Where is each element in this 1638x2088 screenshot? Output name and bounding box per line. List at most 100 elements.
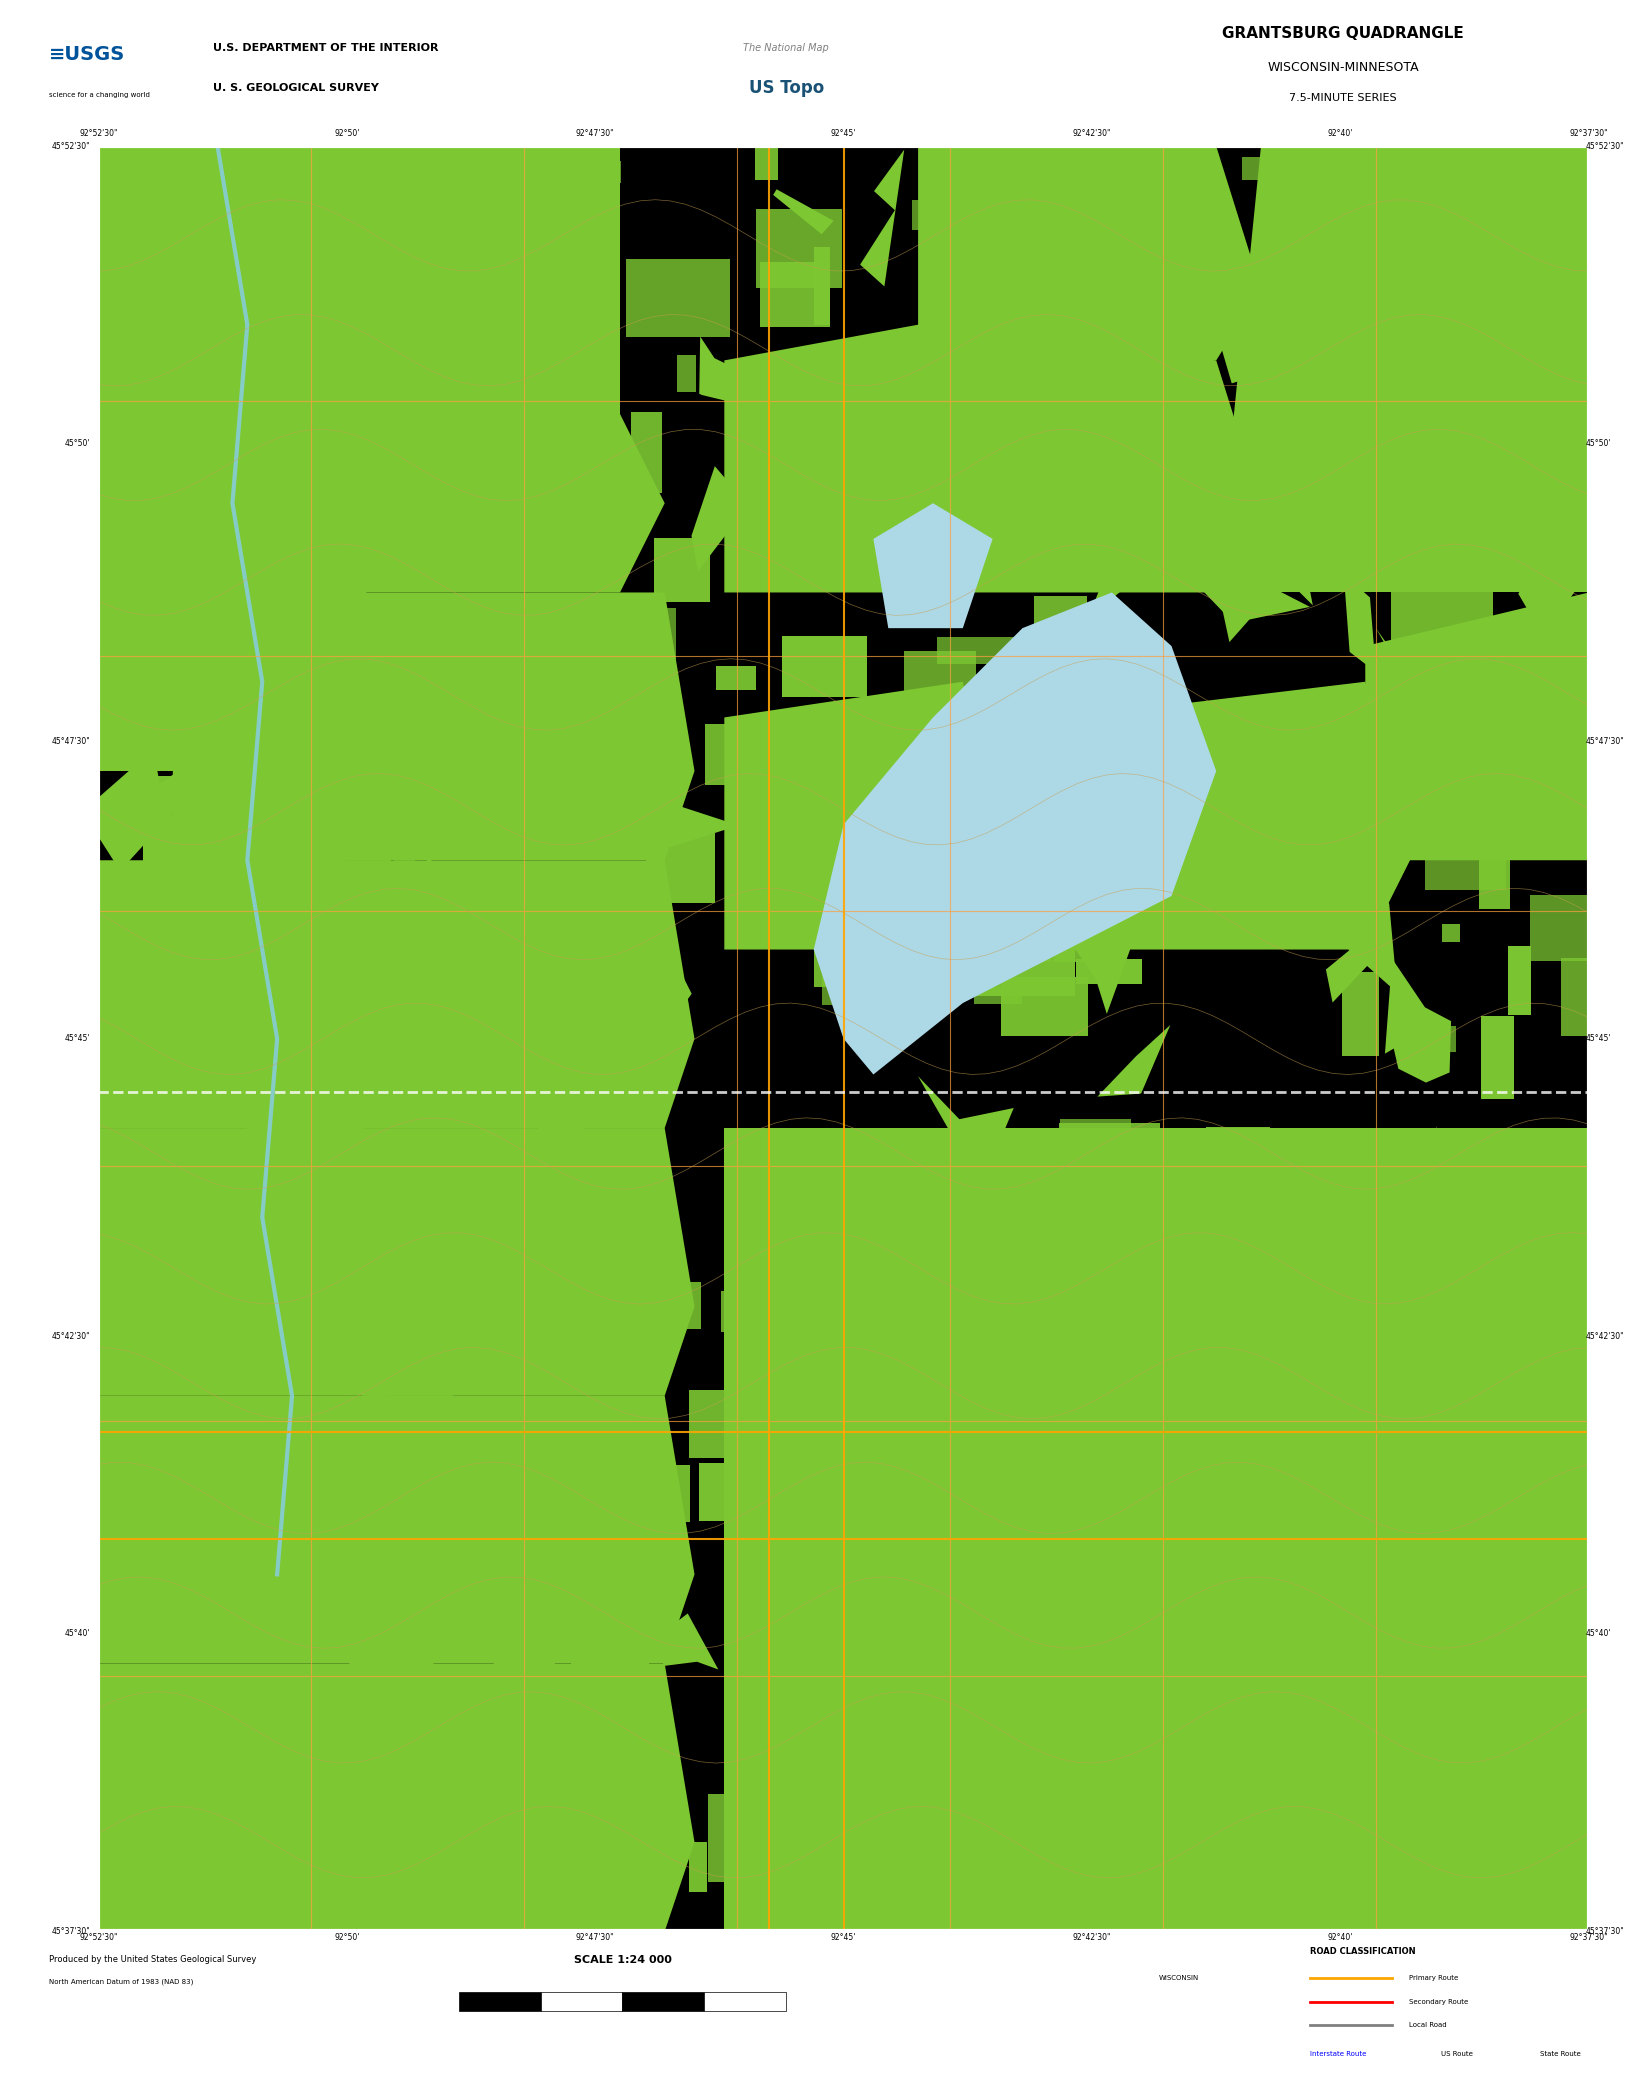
Bar [583,1192,618,1230]
Text: The National Map: The National Map [744,42,829,52]
Bar [134,1011,193,1025]
Bar [1156,1814,1184,1883]
Text: 92°50': 92°50' [334,129,359,138]
Polygon shape [1215,146,1589,593]
Bar [1053,203,1091,269]
Bar [1012,520,1115,568]
Bar [106,530,129,580]
Bar [1079,651,1160,708]
Polygon shape [1433,1842,1502,1982]
Polygon shape [215,136,323,219]
Text: 45°40': 45°40' [64,1629,90,1639]
Bar [937,637,1034,664]
Bar [937,1460,1004,1512]
Bar [1273,1247,1332,1313]
Text: US Topo: US Topo [749,79,824,98]
Bar [1112,1612,1142,1679]
Bar [811,1136,912,1201]
Polygon shape [929,691,1014,837]
Bar [814,908,899,988]
Bar [1153,1167,1210,1244]
Polygon shape [545,981,629,1063]
Text: GRANTSBURG QUADRANGLE: GRANTSBURG QUADRANGLE [1222,27,1464,42]
Polygon shape [572,1236,665,1305]
Bar [136,184,236,217]
Text: Interstate Route: Interstate Route [1310,2050,1366,2057]
Polygon shape [298,1781,377,1904]
Bar [1076,958,1142,983]
Polygon shape [773,190,834,234]
Text: 45°37'30": 45°37'30" [51,1927,90,1936]
Bar [246,1102,298,1184]
Bar [414,1789,437,1814]
Polygon shape [1335,894,1397,994]
Bar [958,1399,1053,1422]
Bar [826,796,907,841]
Bar [753,1366,847,1407]
Bar [1201,1589,1224,1612]
Bar [783,637,868,697]
Bar [1505,1723,1528,1789]
Text: SCALE 1:24 000: SCALE 1:24 000 [573,1954,672,1965]
Polygon shape [351,1808,459,1946]
Bar [1179,1854,1281,1871]
Polygon shape [735,1428,834,1549]
Bar [912,200,976,230]
Polygon shape [1237,710,1320,802]
Bar [1063,211,1127,248]
Polygon shape [333,958,406,1044]
Text: 92°42'30": 92°42'30" [1073,129,1111,138]
Bar [1309,474,1382,505]
Bar [727,1276,749,1311]
Polygon shape [1048,887,1161,1015]
Bar [1001,977,1088,1036]
Polygon shape [506,1516,600,1664]
Text: Local Road: Local Road [1409,2023,1446,2027]
Bar [272,626,318,654]
Polygon shape [914,434,1002,532]
Text: 92°52'30": 92°52'30" [79,129,118,138]
Text: U. S. GEOLOGICAL SURVEY: U. S. GEOLOGICAL SURVEY [213,84,378,94]
Bar [1481,1015,1514,1098]
Bar [1309,207,1348,284]
Bar [755,92,778,180]
Polygon shape [98,1395,695,1664]
Bar [136,150,183,207]
Bar [596,608,675,658]
Polygon shape [1468,136,1543,253]
Text: 92°45': 92°45' [830,129,857,138]
Bar [1034,597,1088,626]
Polygon shape [106,1695,201,1766]
Text: North American Datum of 1983 (NAD 83): North American Datum of 1983 (NAD 83) [49,1979,193,1986]
Bar [932,1140,1024,1165]
Text: US Route: US Route [1441,2050,1473,2057]
Polygon shape [98,1664,695,1931]
Polygon shape [621,775,739,856]
Polygon shape [143,770,367,1040]
Text: WISCONSIN: WISCONSIN [1160,1975,1199,1982]
Polygon shape [663,1597,719,1670]
Bar [904,651,976,708]
Bar [509,896,573,944]
Polygon shape [917,1075,1014,1205]
Bar [844,530,909,576]
Bar [1391,591,1494,668]
Bar [1053,374,1147,409]
Bar [1351,152,1396,234]
Polygon shape [1068,683,1410,950]
Text: 45°45': 45°45' [64,1034,90,1044]
Bar [313,593,349,628]
Bar [976,923,1075,996]
Polygon shape [269,699,306,777]
Text: 45°47'30": 45°47'30" [1586,737,1625,745]
Bar [211,1190,278,1259]
Text: 45°47'30": 45°47'30" [51,737,90,745]
Bar [1507,946,1530,1015]
Bar [316,766,354,812]
Polygon shape [106,626,174,741]
Bar [1528,290,1613,372]
Polygon shape [329,1677,403,1817]
Bar [367,123,400,163]
Text: 92°45': 92°45' [830,1933,857,1942]
Polygon shape [1407,1125,1456,1292]
